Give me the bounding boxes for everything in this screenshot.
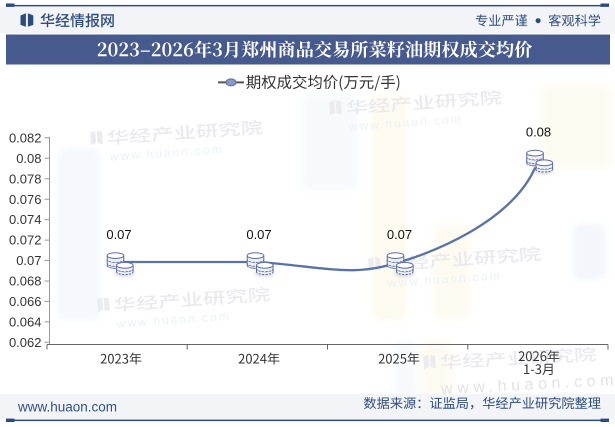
svg-text:www.huaon.com: www.huaon.com <box>17 400 117 415</box>
svg-text:www.huaon.com: www.huaon.com <box>108 142 224 164</box>
svg-text:0.062: 0.062 <box>9 335 42 350</box>
svg-text:0.08: 0.08 <box>16 151 41 166</box>
svg-text:0.074: 0.074 <box>9 212 42 227</box>
svg-text:0.07: 0.07 <box>246 227 271 242</box>
svg-text:0.078: 0.078 <box>9 171 42 186</box>
svg-text:0.07: 0.07 <box>387 227 412 242</box>
svg-text:0.07: 0.07 <box>16 253 41 268</box>
svg-text:0.068: 0.068 <box>9 274 42 289</box>
svg-text:0.064: 0.064 <box>9 315 42 330</box>
svg-text:0.066: 0.066 <box>9 294 42 309</box>
svg-text:0.08: 0.08 <box>526 125 551 140</box>
svg-text:www.huaon.com: www.huaon.com <box>115 309 231 331</box>
svg-text:0.082: 0.082 <box>9 130 42 145</box>
svg-text:0.07: 0.07 <box>106 227 131 242</box>
svg-text:0.072: 0.072 <box>9 233 42 248</box>
svg-text:0.076: 0.076 <box>9 192 42 207</box>
